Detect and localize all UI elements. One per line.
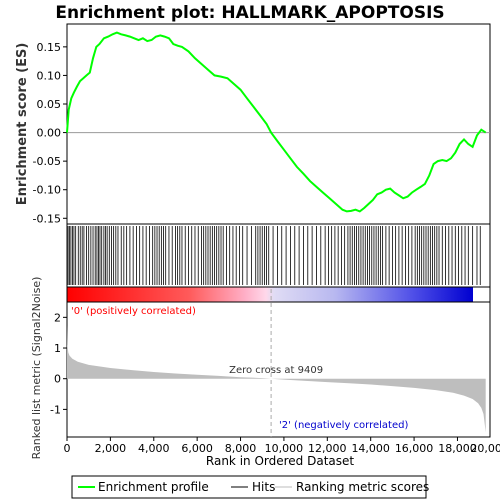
ranking-y-tick-label: 2 <box>54 311 61 324</box>
x-axis: 0 2,000 4,000 6,000 8,000 10,000 12,000 14,000 1… <box>64 437 500 455</box>
legend-box <box>71 475 427 499</box>
es-y-tick-label: -0.10 <box>33 184 61 197</box>
x-tick-label: 4,000 <box>138 442 170 455</box>
es-y-tick-label: 0.00 <box>37 127 62 140</box>
x-tick-label: 8,000 <box>225 442 257 455</box>
positive-correlation-label: '0' (positively correlated) <box>71 306 196 317</box>
x-tick-label: 0 <box>64 442 71 455</box>
es-y-tick-label: 0.15 <box>37 41 62 54</box>
es-y-tick-label: -0.15 <box>33 212 61 225</box>
x-tick-label: 14,000 <box>351 442 390 455</box>
es-y-tick-label: 0.10 <box>37 69 62 82</box>
hits-panel-frame <box>66 223 491 288</box>
legend-profile-label: Enrichment profile <box>98 480 209 494</box>
es-y-axis: -0.15 -0.10 -0.05 0.00 0.05 0.10 0.15 <box>33 41 67 225</box>
legend-hits-label: Hits <box>252 480 275 494</box>
ranking-y-axis: 2 1 0 -1 <box>50 311 67 416</box>
ranking-metric-area <box>67 325 486 433</box>
x-tick-label: 6,000 <box>181 442 213 455</box>
zero-cross-label: Zero cross at 9409 <box>229 365 323 376</box>
ranking-y-tick-label: 0 <box>54 373 61 386</box>
enrichment-profile-line <box>66 31 487 213</box>
ranking-y-tick-label: 1 <box>54 342 61 355</box>
es-panel-frame <box>66 23 491 225</box>
x-tick-label: 20,000 <box>470 442 500 455</box>
ranking-y-tick-label: -1 <box>50 403 61 416</box>
es-y-tick-label: 0.05 <box>37 98 62 111</box>
legend-ranking-label: Ranking metric scores <box>296 480 429 494</box>
chart-title: Enrichment plot: HALLMARK_APOPTOSIS <box>55 3 444 23</box>
es-y-tick-label: -0.05 <box>33 155 61 168</box>
x-tick-label: 10,000 <box>265 442 304 455</box>
x-tick-label: 16,000 <box>395 442 434 455</box>
negative-correlation-label: '2' (negatively correlated) <box>279 420 408 431</box>
ranking-panel-frame <box>66 301 491 438</box>
x-tick-label: 2,000 <box>95 442 127 455</box>
hits-marks <box>67 226 481 285</box>
ranking-y-axis-label: Ranked list metric (Signal2Noise) <box>30 277 43 460</box>
es-y-axis-label: Enrichment score (ES) <box>15 43 30 206</box>
ranking-color-bar <box>67 287 473 302</box>
x-tick-label: 18,000 <box>438 442 477 455</box>
x-axis-label: Rank in Ordered Dataset <box>206 454 354 468</box>
x-tick-label: 12,000 <box>308 442 347 455</box>
